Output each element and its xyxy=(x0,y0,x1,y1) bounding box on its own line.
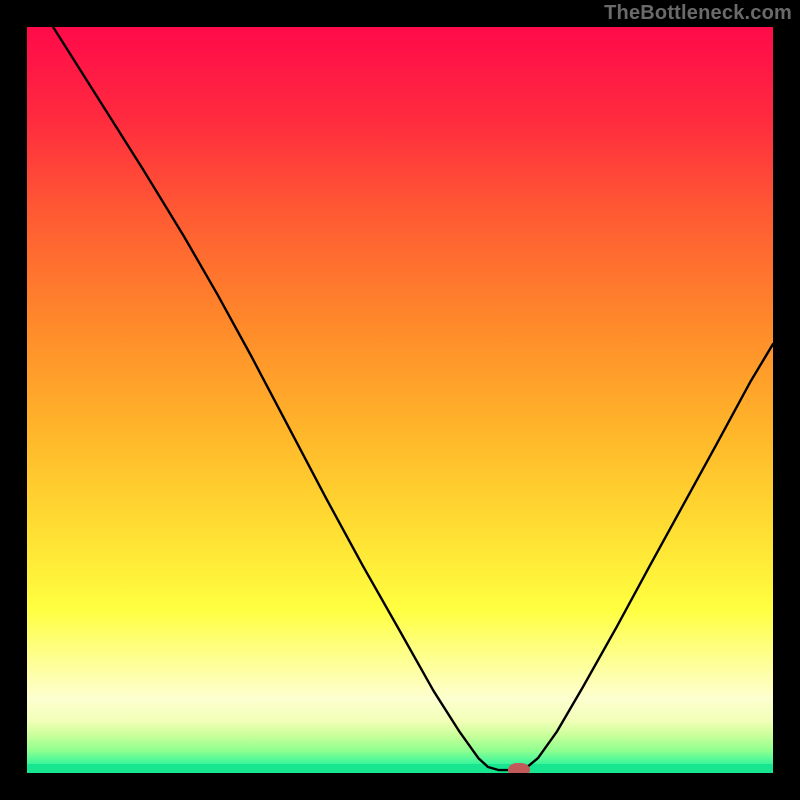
bottleneck-curve xyxy=(27,27,773,773)
watermark-label: TheBottleneck.com xyxy=(604,2,792,25)
plot-area xyxy=(27,27,773,773)
chart-frame: TheBottleneck.com xyxy=(0,0,800,800)
optimal-marker xyxy=(508,763,530,773)
